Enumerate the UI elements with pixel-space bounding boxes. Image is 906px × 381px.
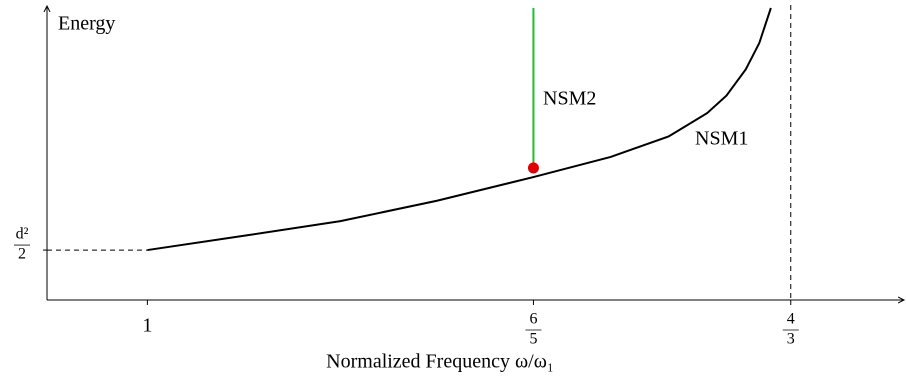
series-line [147,7,772,252]
x-tick-label-denominator: 3 [787,331,795,348]
x-tick-label-numerator: 6 [529,311,537,328]
x-axis-label: Normalized Frequency ω/ω₁ [326,351,554,373]
marker-point [527,162,539,174]
y-tick-label-numerator: d² [16,226,29,243]
x-tick-label-denominator: 5 [529,331,537,348]
series-label: NSM2 [543,88,596,110]
series-label: NSM1 [695,128,748,150]
y-axis-label: Energy [58,13,115,35]
x-tick-label-numerator: 4 [787,311,795,328]
y-tick-label-denominator: 2 [18,246,26,263]
x-tick-label: 1 [142,315,152,337]
